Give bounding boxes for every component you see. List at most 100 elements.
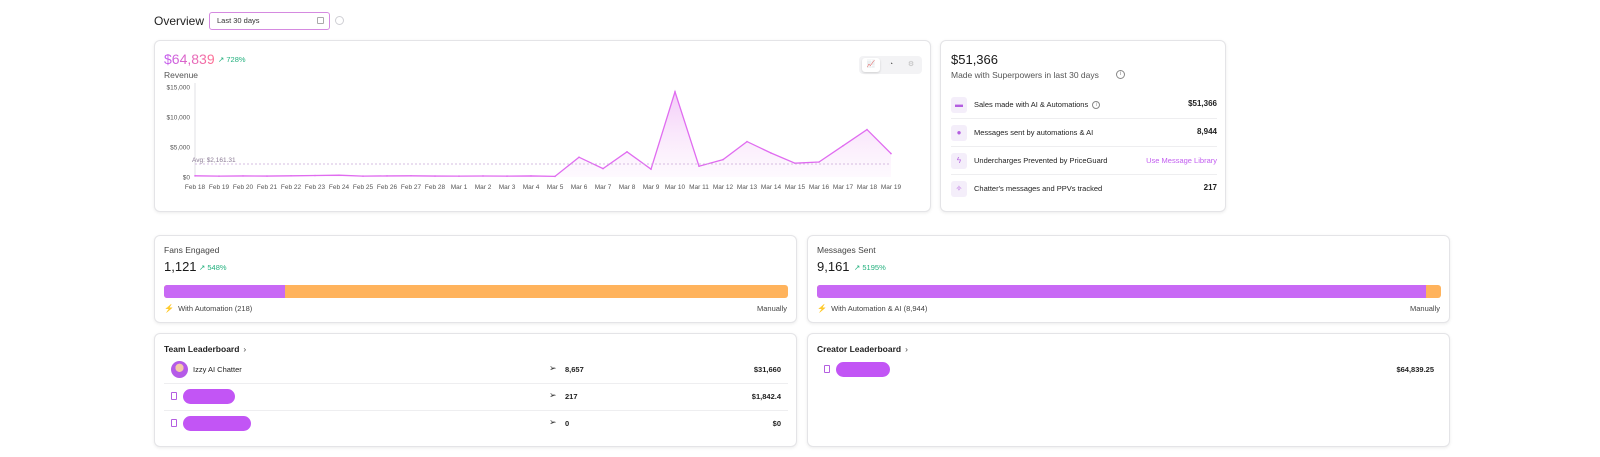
table-row[interactable]: ➢ 217 $1,842.4 xyxy=(164,384,788,411)
superpowers-value: $51,366 xyxy=(951,52,998,67)
x-tick-label: Feb 28 xyxy=(425,184,446,191)
messages-sent-label: Messages Sent xyxy=(817,245,876,255)
pie-chart-icon[interactable]: ◔ xyxy=(888,61,894,68)
messages-sent-value: 9,161 xyxy=(817,259,850,274)
revenue-point xyxy=(866,128,868,131)
revenue-point xyxy=(482,175,484,177)
document-icon xyxy=(171,392,177,400)
x-tick-label: Mar 9 xyxy=(643,184,660,191)
y-tick-label: $5,000 xyxy=(170,145,190,152)
table-row[interactable]: Izzy AI Chatter ➢ 8,657 $31,660 xyxy=(164,357,788,384)
superpowers-row-label: Chatter's messages and PPVs tracked xyxy=(974,184,1103,193)
superpowers-row: ● Messages sent by automations & AI 8,94… xyxy=(951,119,1217,147)
messages-automation-label: With Automation & AI (8,944) xyxy=(831,304,928,313)
chevron-right-icon: › xyxy=(243,344,247,354)
fans-change-value: 548% xyxy=(207,263,227,272)
automation-icon: ⚡ xyxy=(817,304,827,313)
messages-manual-label: Manually xyxy=(1409,304,1440,313)
fans-change-badge: ↗ 548% xyxy=(199,263,227,272)
revenue-point xyxy=(794,162,796,164)
x-tick-label: Mar 13 xyxy=(737,184,758,191)
team-leaderboard-card: Team Leaderboard › Izzy AI Chatter ➢ 8,65… xyxy=(154,333,797,447)
revenue-label: Revenue xyxy=(164,70,199,80)
revenue-point xyxy=(242,175,244,177)
revenue-point xyxy=(722,158,724,161)
revenue-point xyxy=(338,174,340,176)
x-tick-label: Mar 5 xyxy=(547,184,564,191)
revenue-chart: $0 $5,000 $10,000 $15,000 Avg: $2,161.31 Fe… xyxy=(167,83,901,191)
member-name: Izzy AI Chatter xyxy=(193,365,242,374)
table-row[interactable]: ➢ 0 $0 xyxy=(164,411,788,438)
page-title: Overview xyxy=(154,14,205,28)
y-tick-label: $10,000 xyxy=(167,115,191,122)
trend-up-icon: ↗ xyxy=(854,263,861,272)
fans-manual-label: Manually xyxy=(756,304,787,313)
messages-count: 217 xyxy=(565,392,578,401)
use-message-library-link[interactable]: Use Message Library xyxy=(1146,156,1217,165)
team-leaderboard-title[interactable]: Team Leaderboard › xyxy=(164,344,247,354)
revenue-point xyxy=(650,168,652,170)
trend-up-icon: ↗ xyxy=(218,55,225,64)
fans-engaged-card: Fans Engaged 1,121 ↗ 548% ⚡ With Automat… xyxy=(154,235,797,323)
superpowers-row: ▬ Sales made with AI & Automations i $51… xyxy=(951,91,1217,119)
average-label: Avg: $2,161.31 xyxy=(192,157,236,164)
table-row[interactable]: $64,839.25 xyxy=(817,357,1441,384)
revenue-line xyxy=(194,89,892,178)
revenue-change-badge: ↗ 728% xyxy=(218,55,246,64)
revenue-point xyxy=(362,175,364,177)
superpowers-subtitle: Made with Superpowers in last 30 days xyxy=(951,70,1099,80)
info-icon[interactable]: i xyxy=(1092,101,1101,110)
x-tick-label: Mar 3 xyxy=(499,184,516,191)
settings-icon[interactable]: ⚙ xyxy=(907,61,915,68)
cash-icon: ▬ xyxy=(951,97,967,113)
revenue-point xyxy=(842,145,844,147)
messages-count: 8,657 xyxy=(565,365,584,374)
x-tick-label: Mar 16 xyxy=(809,184,830,191)
fans-engaged-value: 1,121 xyxy=(164,259,197,274)
x-tick-label: Feb 22 xyxy=(281,184,302,191)
revenue-change-value: 728% xyxy=(226,55,246,64)
trend-up-icon: ↗ xyxy=(199,263,206,272)
revenue-point xyxy=(890,152,892,155)
date-range-select[interactable]: Last 30 days xyxy=(209,12,330,30)
revenue-point xyxy=(434,175,436,177)
revenue-point xyxy=(818,161,820,163)
fans-engaged-label: Fans Engaged xyxy=(164,245,220,255)
revenue-point xyxy=(674,91,676,93)
x-tick-label: Mar 17 xyxy=(833,184,854,191)
messages-sent-card: Messages Sent 9,161 ↗ 5195% ⚡ With Autom… xyxy=(807,235,1450,323)
revenue-point xyxy=(218,175,220,177)
revenue-point xyxy=(578,156,580,158)
revenue-value: $64,839 xyxy=(164,51,215,67)
line-chart-icon[interactable]: 📈 xyxy=(862,58,880,72)
messages-count: 0 xyxy=(565,419,570,428)
x-tick-label: Mar 7 xyxy=(595,184,612,191)
revenue-point xyxy=(530,175,532,177)
chevron-right-icon: › xyxy=(905,344,908,354)
revenue-point xyxy=(410,175,412,177)
x-tick-label: Mar 14 xyxy=(761,184,782,191)
superpowers-row-label: Undercharges Prevented by PriceGuard xyxy=(974,156,1108,165)
revenue-point xyxy=(290,175,292,177)
message-icon: ● xyxy=(951,125,967,141)
x-tick-label: Mar 2 xyxy=(475,184,492,191)
info-icon[interactable]: i xyxy=(1116,70,1125,79)
revenue-area xyxy=(195,91,891,177)
messages-change-value: 5195% xyxy=(862,263,886,272)
x-tick-label: Feb 23 xyxy=(305,184,326,191)
x-tick-label: Mar 8 xyxy=(619,184,636,191)
superpowers-row: ✧ Chatter's messages and PPVs tracked 21… xyxy=(951,175,1217,203)
send-icon: ➢ xyxy=(549,363,557,373)
x-tick-label: Mar 1 xyxy=(451,184,468,191)
superpowers-row-label: Sales made with AI & Automations i xyxy=(974,100,1101,110)
revenue-point xyxy=(602,167,604,170)
x-tick-label: Feb 27 xyxy=(401,184,422,191)
x-tick-label: Feb 25 xyxy=(353,184,374,191)
info-icon[interactable] xyxy=(335,16,344,25)
revenue-amount: $1,842.4 xyxy=(751,392,781,401)
revenue-amount: $31,660 xyxy=(753,365,781,374)
fans-automation-label: With Automation (218) xyxy=(178,304,253,313)
document-icon xyxy=(171,419,177,427)
revenue-point xyxy=(458,175,460,177)
creator-leaderboard-title[interactable]: Creator Leaderboard › xyxy=(817,344,908,354)
